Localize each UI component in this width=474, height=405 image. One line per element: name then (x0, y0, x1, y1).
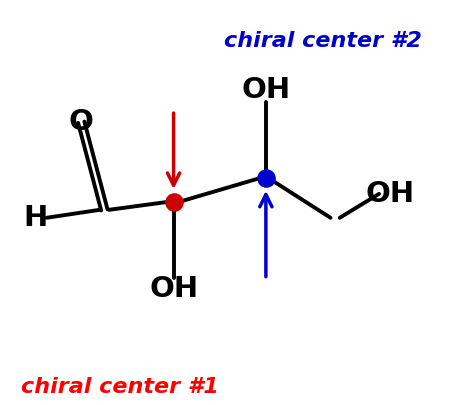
Text: O: O (69, 108, 94, 136)
Text: chiral center #1: chiral center #1 (21, 377, 219, 397)
Text: chiral center #2: chiral center #2 (224, 31, 422, 51)
Text: OH: OH (241, 77, 291, 104)
Text: OH: OH (149, 275, 198, 303)
Text: OH: OH (366, 180, 415, 208)
Point (262, 175, 270, 181)
Point (170, 198, 177, 205)
Text: H: H (23, 204, 47, 232)
